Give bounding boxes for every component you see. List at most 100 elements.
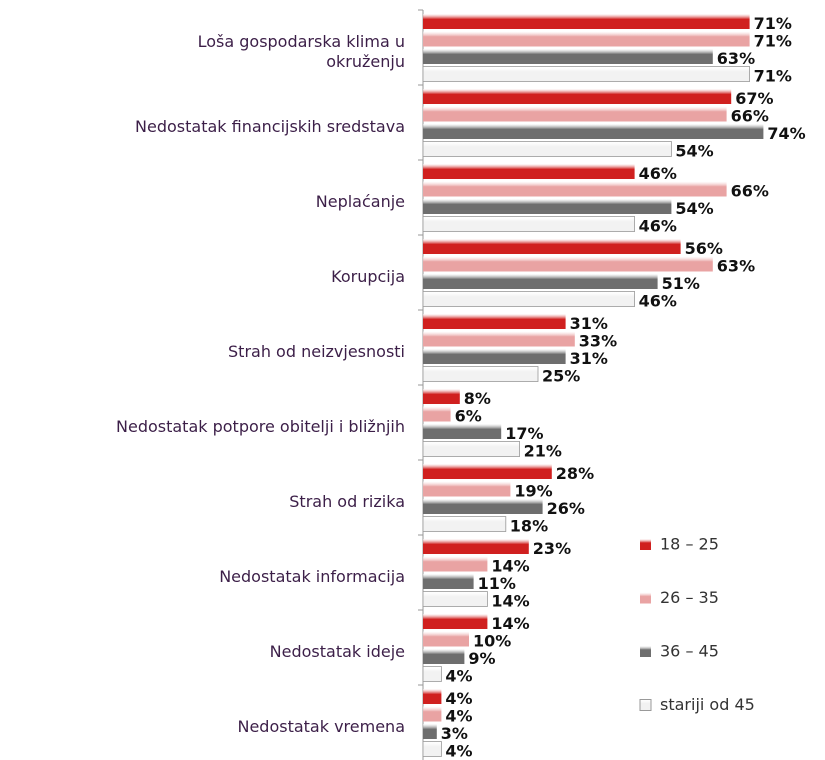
bar [423, 124, 764, 139]
value-label: 74% [767, 124, 805, 143]
bar [422, 441, 520, 457]
bar [422, 66, 751, 82]
bar [423, 89, 732, 104]
category-label: Neplaćanje [315, 191, 405, 211]
bar [423, 706, 442, 722]
bar [423, 406, 451, 422]
bar [423, 314, 566, 329]
bar [423, 614, 488, 629]
legend-swatch [640, 539, 651, 550]
value-label: 4% [445, 742, 472, 760]
value-label: 31% [570, 314, 608, 333]
value-label: 4% [445, 667, 472, 686]
value-label: 67% [735, 89, 773, 108]
value-label: 9% [468, 649, 495, 668]
bar [423, 31, 750, 47]
bar [423, 274, 658, 289]
value-label: 31% [570, 349, 608, 368]
category-label: Strah od rizika [289, 491, 405, 511]
value-label: 33% [579, 332, 617, 351]
bar [423, 239, 681, 254]
bar [423, 14, 750, 29]
value-label: 25% [542, 367, 580, 386]
value-label: 18% [510, 517, 548, 536]
bar [423, 539, 529, 554]
value-label: 56% [685, 239, 723, 258]
value-label: 8% [464, 389, 491, 408]
value-label: 63% [717, 49, 755, 68]
bar [423, 631, 469, 647]
category-label: Strah od neizvjesnosti [228, 341, 405, 361]
category-label: Nedostatak informacija [219, 566, 405, 586]
bar [423, 649, 465, 664]
bar [423, 349, 566, 364]
value-label: 46% [639, 292, 677, 311]
value-label: 21% [524, 442, 562, 461]
bar [423, 481, 511, 497]
value-label: 14% [491, 614, 529, 633]
value-label: 46% [639, 164, 677, 183]
value-label: 11% [478, 574, 516, 593]
category-label: Nedostatak vremena [237, 716, 405, 736]
value-label: 66% [731, 107, 769, 126]
value-label: 28% [556, 464, 594, 483]
legend-label: 26 – 35 [660, 588, 719, 607]
category-label: Korupcija [331, 266, 405, 286]
value-label: 14% [491, 557, 529, 576]
bar [423, 106, 727, 122]
bar [423, 424, 502, 439]
bar [423, 199, 672, 214]
category-label: Nedostatak financijskih sredstava [135, 116, 405, 136]
value-label: 51% [662, 274, 700, 293]
bar [422, 291, 636, 307]
value-label: 54% [675, 142, 713, 161]
category-label: Loša gospodarska klima u okruženju [197, 31, 405, 71]
bar [422, 141, 672, 157]
bar [423, 499, 543, 514]
value-label: 4% [445, 707, 472, 726]
bar [423, 556, 488, 572]
value-label: 54% [675, 199, 713, 218]
bar [423, 256, 713, 272]
bar [423, 181, 727, 197]
legend-swatch [640, 592, 651, 604]
value-label: 71% [754, 67, 792, 86]
bar [423, 49, 713, 64]
bar [422, 741, 442, 757]
legend-label: stariji od 45 [660, 695, 755, 714]
legend-label: 18 – 25 [660, 535, 719, 554]
bar [423, 164, 635, 179]
value-label: 17% [505, 424, 543, 443]
bar [423, 689, 442, 704]
legend-swatch [640, 646, 651, 657]
value-label: 14% [491, 592, 529, 611]
value-label: 26% [547, 499, 585, 518]
bar [423, 574, 474, 589]
value-label: 19% [514, 482, 552, 501]
value-label: 46% [639, 217, 677, 236]
bar [423, 464, 552, 479]
bar [422, 591, 488, 607]
legend-swatch [639, 699, 652, 711]
category-label: Nedostatak ideje [269, 641, 405, 661]
bar [423, 724, 437, 739]
bar [422, 366, 539, 382]
value-label: 3% [441, 724, 468, 743]
value-label: 10% [473, 632, 511, 651]
category-label: Nedostatak potpore obitelji i bližnjih [116, 416, 405, 436]
value-label: 6% [455, 407, 482, 426]
value-label: 4% [445, 689, 472, 708]
value-label: 23% [533, 539, 571, 558]
value-label: 66% [731, 182, 769, 201]
bar [423, 331, 575, 347]
bar [423, 389, 460, 404]
legend-label: 36 – 45 [660, 642, 719, 661]
bar [422, 216, 636, 232]
bar [422, 516, 507, 532]
bar [422, 666, 442, 682]
value-label: 71% [754, 14, 792, 33]
value-label: 71% [754, 32, 792, 51]
value-label: 63% [717, 257, 755, 276]
